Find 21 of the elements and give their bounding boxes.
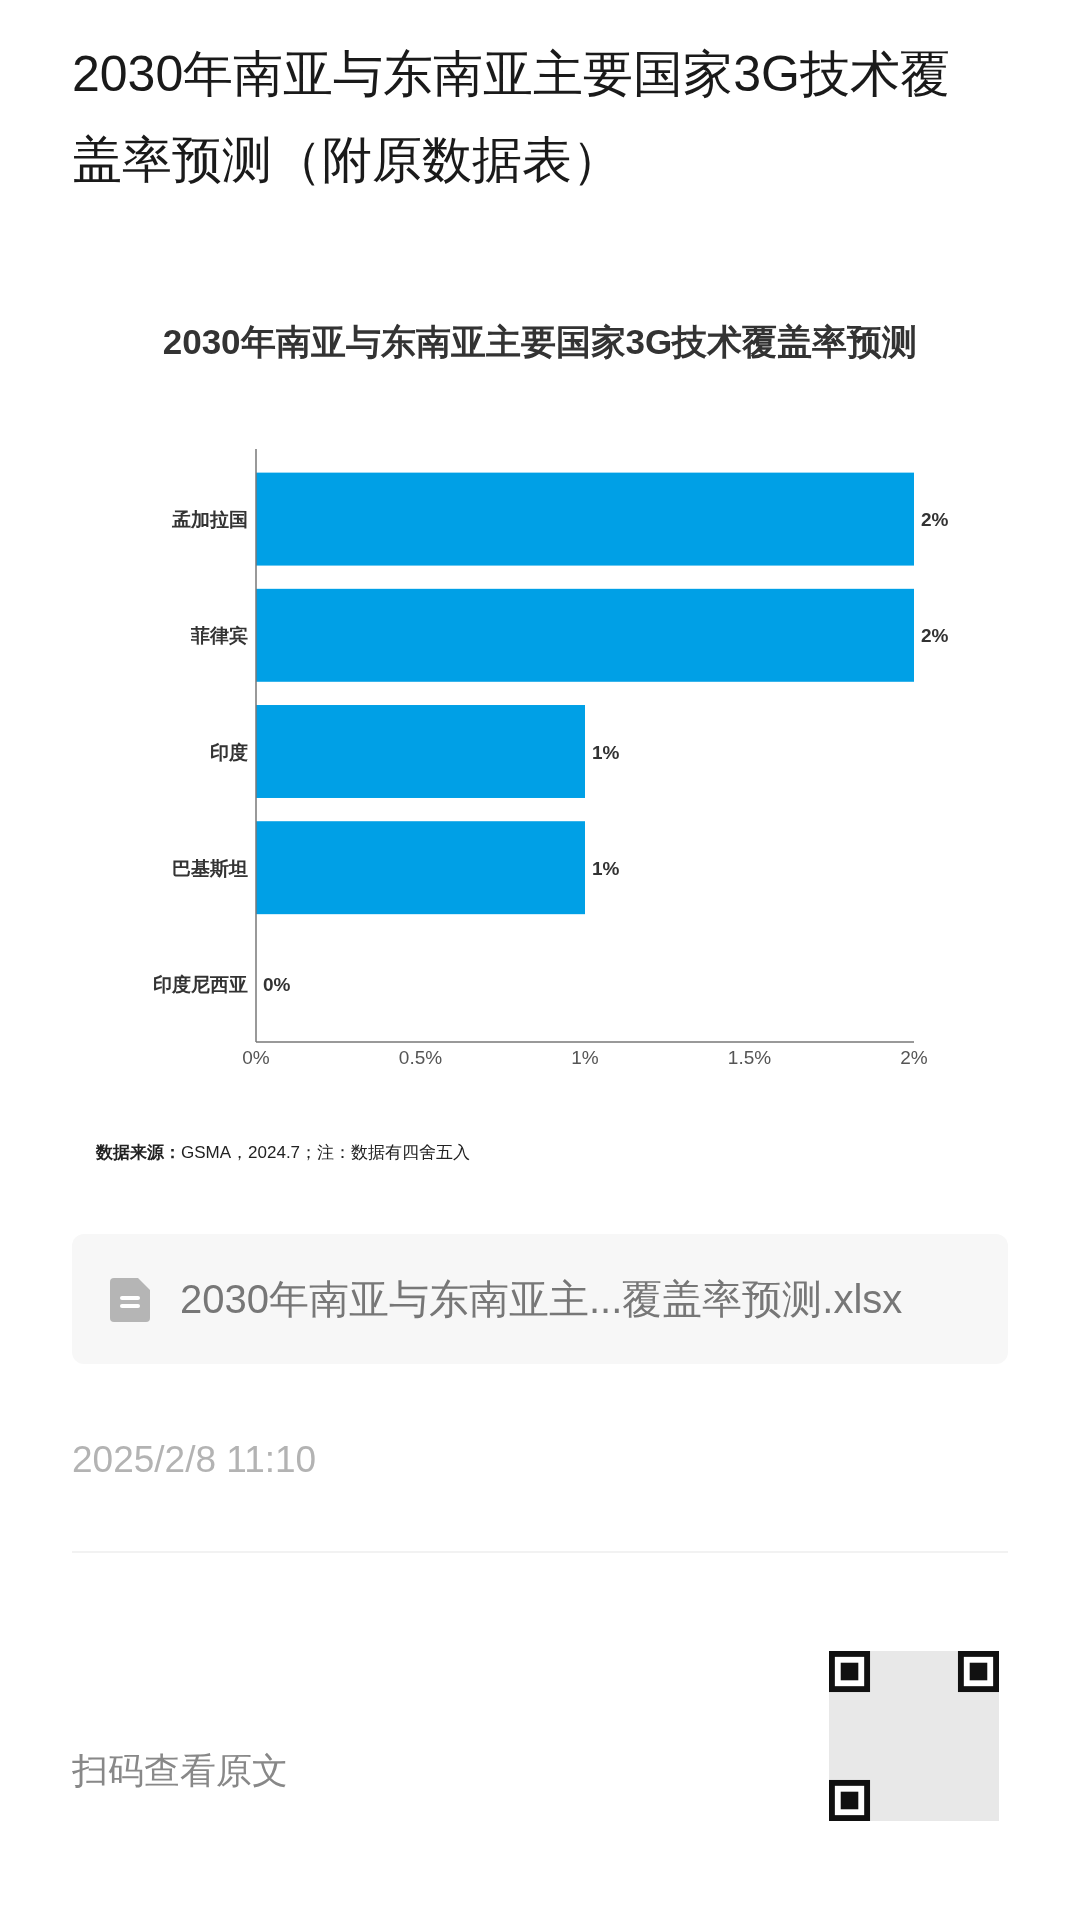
tick-label: 0.5% — [398, 1046, 443, 1068]
data-label: 2% — [921, 508, 949, 530]
tick-label: 2% — [900, 1046, 928, 1068]
chart-title: 2030年南亚与东南亚主要国家3G技术覆盖率预测 — [162, 321, 918, 361]
data-label: 2% — [921, 624, 949, 646]
annotation: 2030年南亚与东南亚主...覆盖率预测.xlsx — [180, 1277, 903, 1321]
tick-label: 1% — [571, 1046, 599, 1068]
category-label: 印度 — [210, 741, 248, 762]
annotation: 2025/2/8 11:10 — [72, 1438, 317, 1480]
category-label: 菲律宾 — [191, 624, 248, 646]
data-label: 1% — [592, 741, 620, 762]
category-label: 孟加拉国 — [172, 508, 248, 530]
annotation: 数据来源：GSMA，2024.7；注：数据有四舍五入 — [96, 1142, 471, 1162]
category-label: 印度尼西亚 — [153, 973, 248, 995]
data-label: 0% — [263, 973, 291, 995]
category-label: 巴基斯坦 — [172, 857, 248, 879]
tick-label: 1.5% — [727, 1046, 772, 1068]
data-label: 1% — [592, 857, 620, 879]
tick-label: 0% — [242, 1046, 270, 1068]
chart-title: 2030年南亚与东南亚主要国家3G技术覆盖率预测（附原数据表） — [72, 45, 951, 190]
annotation: 扫码查看原文 — [72, 1749, 288, 1791]
